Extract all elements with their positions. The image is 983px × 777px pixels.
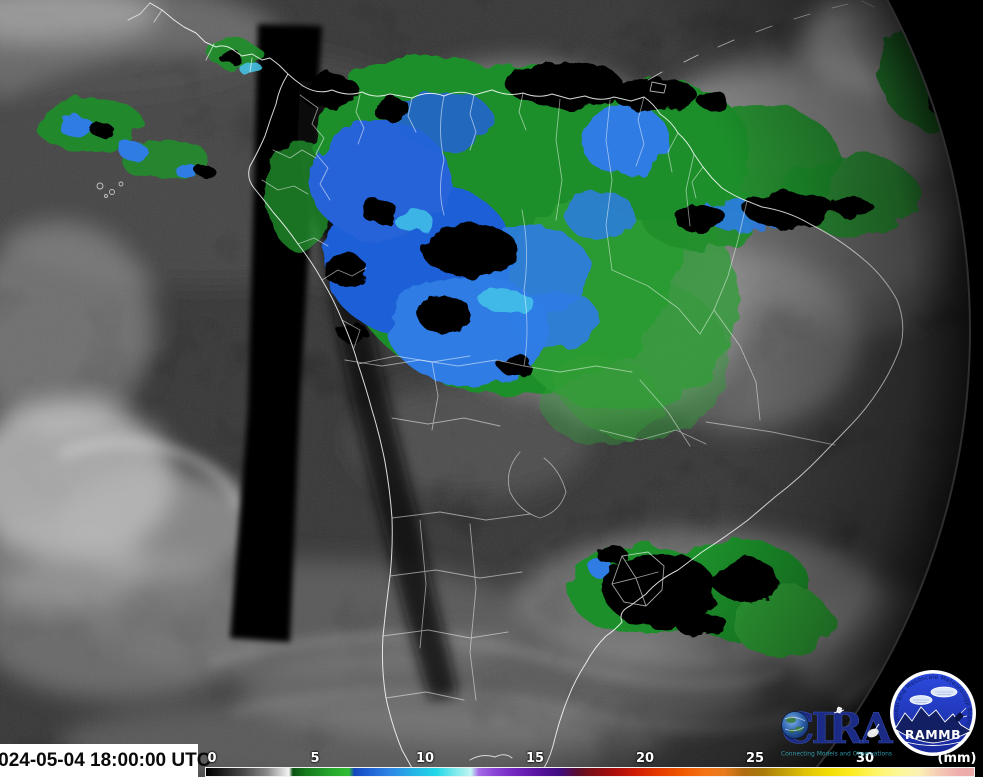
rammb-dish-icon	[954, 707, 968, 722]
cira-globe-icon	[781, 711, 809, 739]
colorbar-tick: 30	[855, 751, 875, 766]
cira-dish-icon	[867, 723, 880, 738]
colorbar-tick: 15	[525, 751, 545, 766]
colorbar-tick: 5	[310, 751, 320, 766]
colorbar-unit-label: (mm)	[937, 751, 977, 766]
cira-logo: CIRA Connecting Models and Observations	[781, 704, 894, 758]
timestamp-label: 2024-05-04 18:00:00 UTC	[0, 749, 211, 771]
colorbar-tick: 25	[745, 751, 765, 766]
colorbar-tick: 0	[207, 751, 217, 766]
timestamp-box: 2024-05-04 18:00:00 UTC	[0, 744, 210, 777]
rammb-wordmark: RAMMB	[905, 727, 961, 742]
rammb-mountain-icon	[894, 706, 972, 744]
cira-tagline: Connecting Models and Observations	[781, 750, 893, 758]
rammb-logo: Regional and Mesoscale Meteorology Branc…	[890, 670, 976, 756]
rammb-clouds-icon	[909, 686, 958, 705]
colorbar-gradient	[205, 767, 975, 777]
colorbar-tick: 20	[635, 751, 655, 766]
cira-satellite-icon	[833, 706, 845, 714]
colorbar-tick: 10	[415, 751, 435, 766]
